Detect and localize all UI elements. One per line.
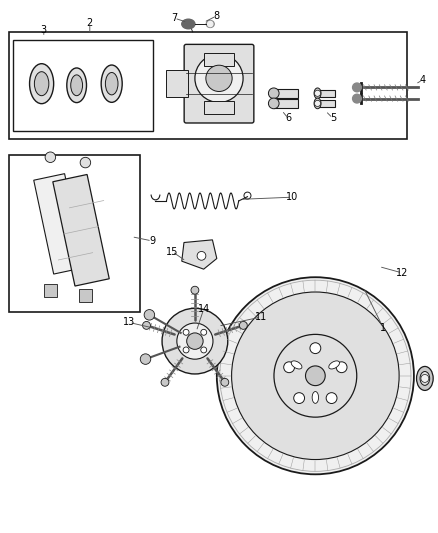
- Bar: [9, 32, 407, 139]
- Circle shape: [326, 393, 337, 403]
- Ellipse shape: [106, 72, 118, 95]
- Circle shape: [353, 94, 361, 103]
- Circle shape: [310, 343, 321, 353]
- Circle shape: [187, 333, 203, 349]
- Ellipse shape: [291, 361, 302, 369]
- Bar: [13, 40, 153, 131]
- Circle shape: [268, 88, 279, 99]
- Bar: [204, 53, 234, 66]
- Circle shape: [201, 329, 207, 335]
- Circle shape: [144, 310, 155, 320]
- Circle shape: [197, 252, 206, 260]
- Text: 6: 6: [285, 114, 291, 123]
- Circle shape: [191, 286, 199, 294]
- Circle shape: [353, 83, 361, 92]
- Text: 2: 2: [87, 19, 93, 28]
- Ellipse shape: [417, 367, 433, 390]
- Ellipse shape: [101, 65, 122, 102]
- Ellipse shape: [206, 20, 214, 27]
- Circle shape: [336, 362, 347, 373]
- Circle shape: [161, 378, 169, 386]
- Bar: [166, 70, 188, 97]
- Ellipse shape: [182, 19, 195, 29]
- Circle shape: [305, 366, 325, 385]
- Ellipse shape: [71, 75, 82, 96]
- Circle shape: [221, 378, 229, 386]
- Text: 5: 5: [330, 114, 336, 123]
- Circle shape: [162, 308, 228, 374]
- Text: 4: 4: [420, 75, 426, 85]
- Circle shape: [208, 21, 213, 27]
- Circle shape: [240, 321, 247, 329]
- Polygon shape: [34, 174, 85, 274]
- Circle shape: [206, 65, 232, 92]
- Circle shape: [421, 375, 429, 382]
- Ellipse shape: [329, 361, 339, 369]
- Text: 8: 8: [213, 11, 219, 21]
- Text: 14: 14: [198, 304, 210, 314]
- Circle shape: [294, 393, 304, 403]
- Bar: [79, 289, 92, 302]
- Bar: [274, 89, 298, 98]
- Circle shape: [284, 362, 294, 373]
- Ellipse shape: [314, 88, 321, 99]
- Circle shape: [177, 323, 213, 359]
- Circle shape: [142, 321, 150, 329]
- Text: 11: 11: [254, 312, 267, 322]
- Ellipse shape: [67, 68, 86, 102]
- Circle shape: [232, 292, 399, 459]
- Bar: [318, 90, 335, 97]
- Circle shape: [195, 54, 243, 102]
- Bar: [9, 155, 140, 312]
- Circle shape: [183, 329, 189, 335]
- Bar: [204, 101, 234, 114]
- Text: 15: 15: [166, 247, 178, 256]
- Circle shape: [217, 277, 414, 474]
- Ellipse shape: [34, 72, 49, 96]
- Bar: [44, 284, 57, 297]
- Ellipse shape: [314, 98, 321, 109]
- Text: 1: 1: [380, 323, 386, 333]
- Text: 7: 7: [171, 13, 177, 23]
- Ellipse shape: [420, 372, 430, 385]
- Circle shape: [274, 334, 357, 417]
- Text: 12: 12: [396, 268, 408, 278]
- Ellipse shape: [312, 392, 318, 403]
- Bar: [274, 99, 298, 108]
- Circle shape: [45, 152, 56, 163]
- Circle shape: [201, 347, 207, 353]
- Text: 9: 9: [149, 236, 155, 246]
- Circle shape: [268, 98, 279, 109]
- Polygon shape: [53, 174, 109, 286]
- FancyBboxPatch shape: [184, 44, 254, 123]
- Bar: [318, 100, 335, 107]
- Text: 13: 13: [123, 318, 135, 327]
- Circle shape: [80, 157, 91, 168]
- Circle shape: [314, 100, 321, 107]
- Text: 10: 10: [286, 192, 298, 202]
- Circle shape: [314, 90, 321, 96]
- Circle shape: [140, 354, 151, 365]
- Text: 3: 3: [41, 25, 47, 35]
- Polygon shape: [182, 240, 217, 269]
- Ellipse shape: [29, 64, 53, 104]
- Circle shape: [183, 347, 189, 353]
